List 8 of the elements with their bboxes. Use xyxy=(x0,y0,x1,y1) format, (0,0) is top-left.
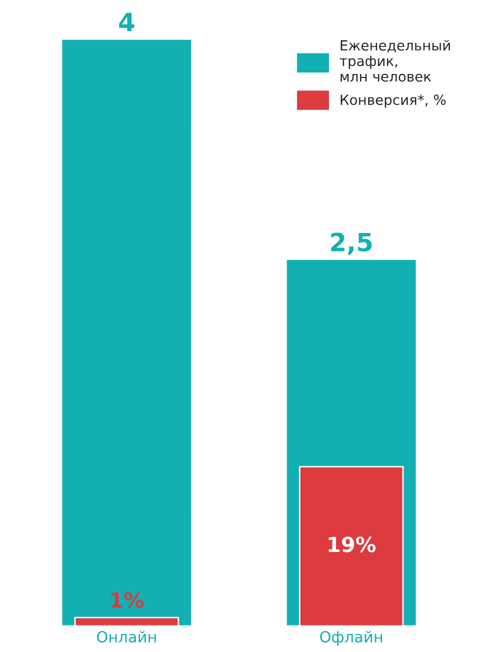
x-tick-label: Офлайн xyxy=(320,630,382,646)
data-label: 2,5 xyxy=(331,232,372,255)
legend-label: Еженедельный трафик, млн человек xyxy=(340,40,450,82)
data-label: 19% xyxy=(328,536,376,552)
x-tick-label: Онлайн xyxy=(97,630,156,643)
legend-label: Конверсия*, % xyxy=(340,94,446,108)
data-label: 4 xyxy=(119,12,134,32)
data-label: 1% xyxy=(111,592,144,608)
